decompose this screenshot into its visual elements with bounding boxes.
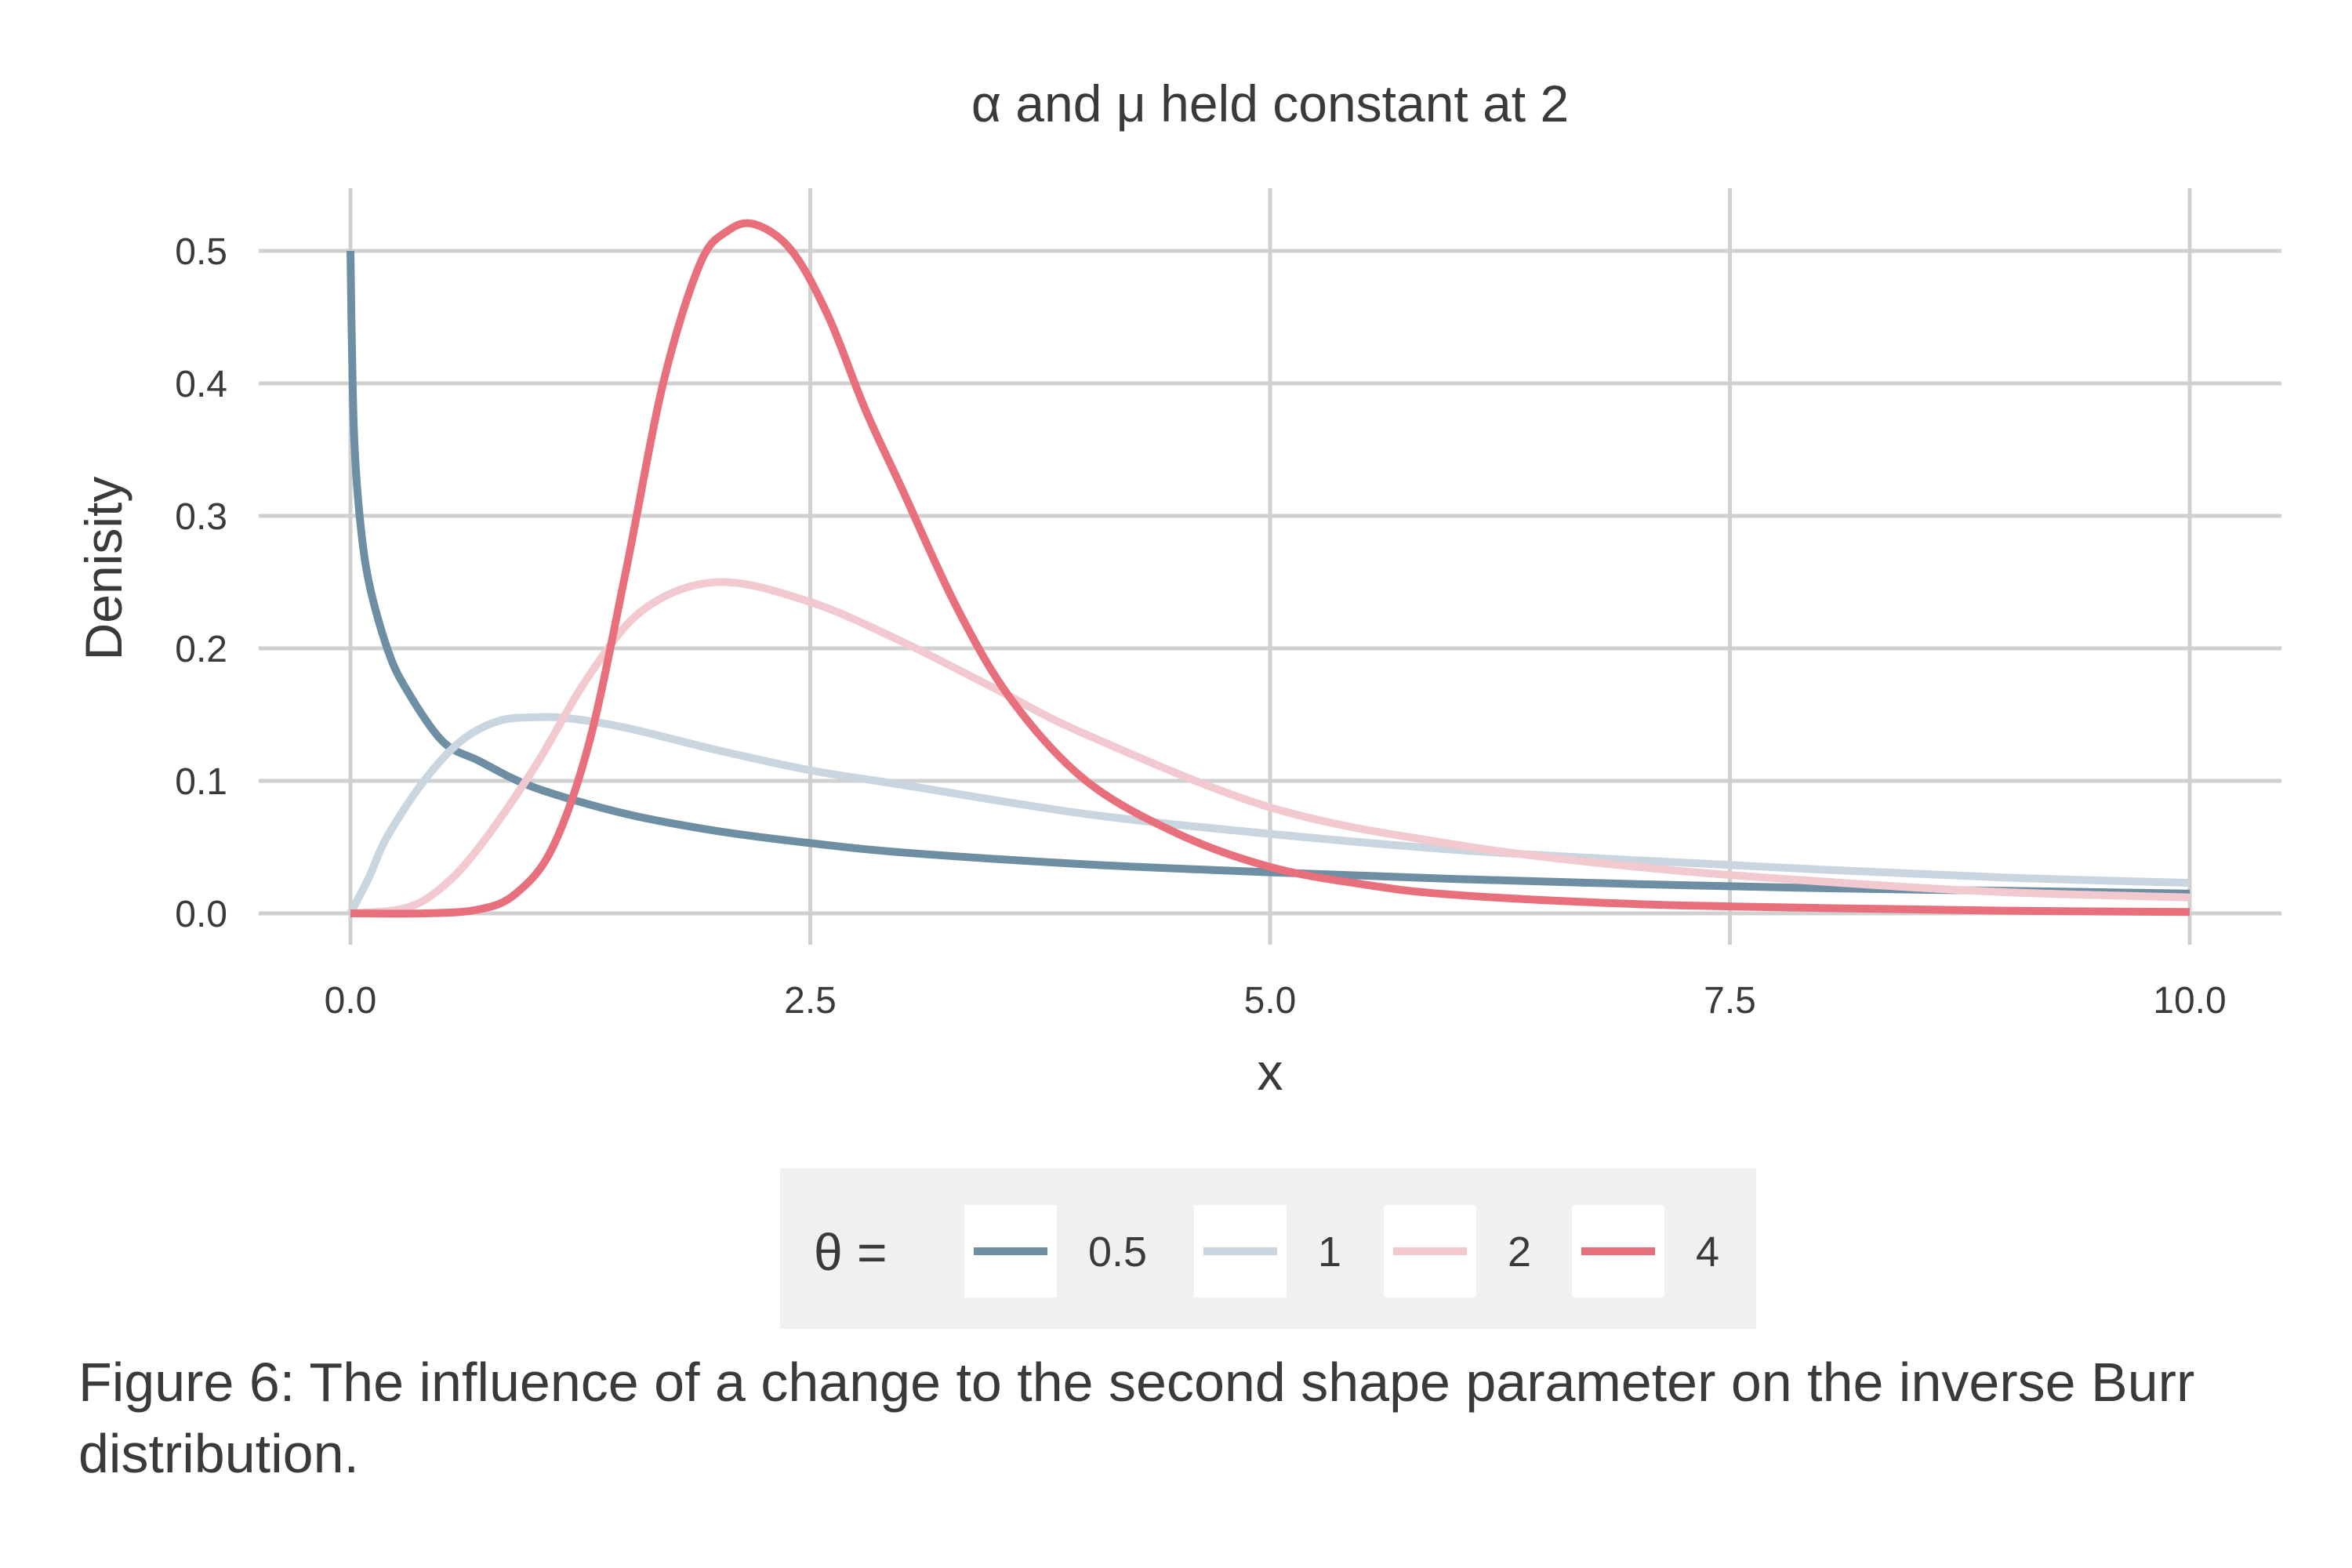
legend-title: θ = bbox=[814, 1223, 887, 1281]
y-tick-label: 0.3 bbox=[175, 496, 227, 538]
legend: θ = 0.5 1 2 4 bbox=[780, 1168, 1756, 1329]
y-tick-label: 0.2 bbox=[175, 629, 227, 670]
y-tick-label: 0.4 bbox=[175, 364, 227, 405]
x-tick-label: 10.0 bbox=[2153, 980, 2226, 1022]
x-tick-label: 5.0 bbox=[1244, 980, 1297, 1022]
series-line-4 bbox=[350, 219, 2190, 918]
legend-items: 0.5 1 2 4 bbox=[964, 1205, 1719, 1298]
series-line-0-5 bbox=[347, 250, 2190, 898]
legend-label: 2 bbox=[1508, 1229, 1531, 1276]
legend-label: 1 bbox=[1318, 1229, 1341, 1276]
y-tick-label: 0.5 bbox=[175, 231, 227, 273]
x-tick-label: 2.5 bbox=[784, 980, 837, 1022]
series-line-2 bbox=[350, 578, 2190, 917]
x-axis-title: x bbox=[1258, 1043, 1283, 1101]
legend-label: 4 bbox=[1696, 1229, 1719, 1276]
x-tick-label: 0.0 bbox=[325, 980, 377, 1022]
y-axis-ticks: 0.0 0.1 0.2 0.3 0.4 0.5 bbox=[175, 231, 227, 935]
series-line-1 bbox=[347, 713, 2190, 916]
chart: α and μ held constant at 2 0.00.10.20.30… bbox=[0, 0, 2352, 1333]
chart-background bbox=[0, 0, 2352, 1333]
x-tick-label: 7.5 bbox=[1704, 980, 1756, 1022]
x-axis-ticks: 0.0 2.5 5.0 7.5 10.0 bbox=[325, 980, 2227, 1022]
figure-caption: Figure 6: The influence of a change to t… bbox=[78, 1352, 2195, 1484]
legend-label: 0.5 bbox=[1088, 1229, 1147, 1276]
y-axis-title: Denisity bbox=[74, 477, 132, 661]
chart-title: α and μ held constant at 2 bbox=[971, 74, 1569, 132]
grid bbox=[259, 188, 2281, 945]
series-lines bbox=[347, 219, 2190, 918]
y-tick-label: 0.1 bbox=[175, 761, 227, 803]
y-tick-label: 0.0 bbox=[175, 894, 227, 935]
